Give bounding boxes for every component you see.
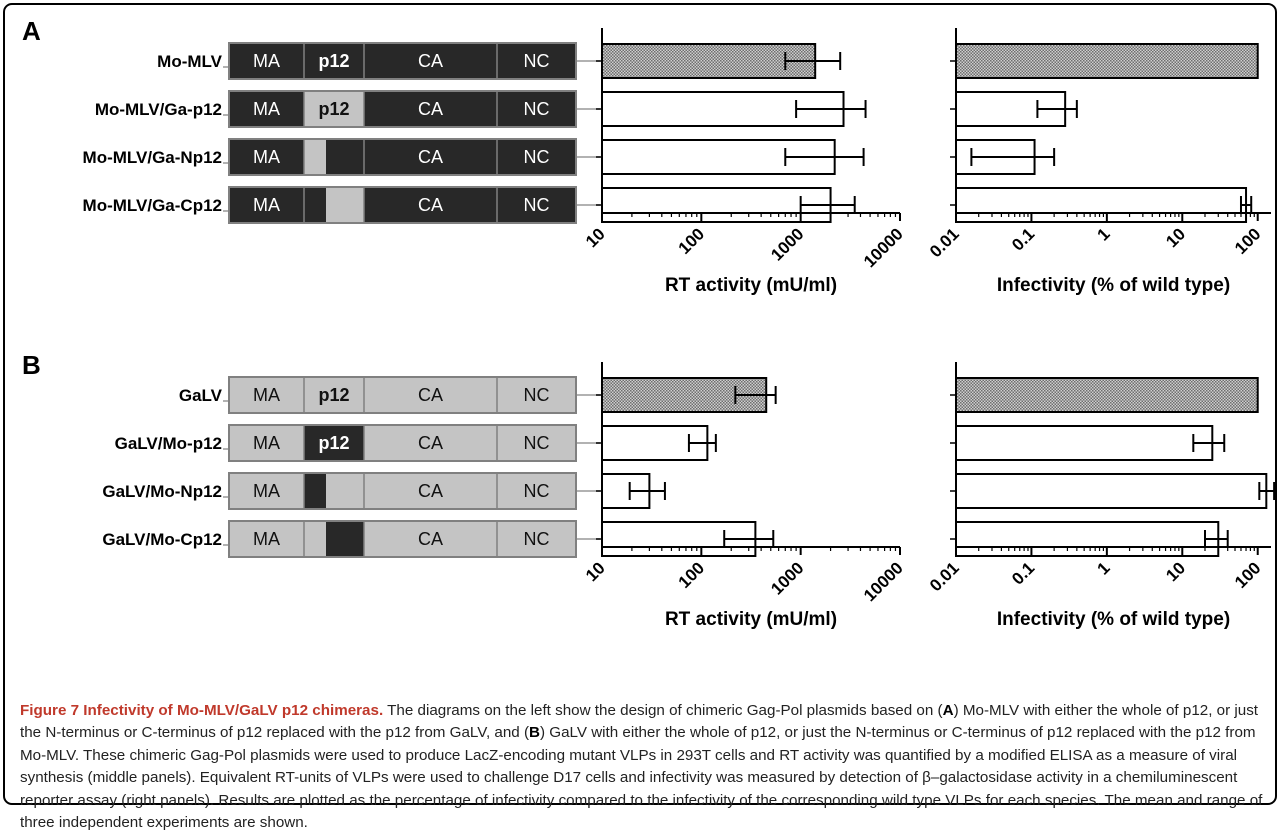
rt-tick-label: 10 — [582, 224, 609, 251]
rt-axis-title-A: RT activity (mU/ml) — [665, 275, 837, 296]
segment-p12: p12 — [318, 433, 349, 453]
segment-ma: MA — [253, 147, 280, 167]
construct-body — [228, 186, 577, 224]
segment-ca: CA — [418, 99, 443, 119]
rt-bar-mo-mlv — [601, 43, 817, 79]
p12-region — [304, 140, 326, 174]
inf-bar-galv — [955, 377, 1259, 413]
segment-ma: MA — [253, 51, 280, 71]
segment-nc: NC — [524, 51, 550, 71]
construct-diagrams: A Mo-MLV MA CA NC p12 Mo-MLV/Ga-p12 MA CA NC p12 Mo… — [22, 16, 600, 558]
caption-text-2: ) Mo-MLV with either the whole of p12, o… — [20, 702, 1259, 742]
segment-nc: NC — [524, 433, 550, 453]
caption-ref-a: A — [942, 702, 954, 719]
rt-tick-label: 10 — [582, 558, 609, 585]
segment-p12: p12 — [318, 51, 349, 71]
inf-axis-title-A: Infectivity (% of wild type) — [997, 275, 1230, 296]
segment-ma: MA — [253, 195, 280, 215]
segment-ma: MA — [253, 99, 280, 119]
rt-tick-label: 10000 — [860, 558, 907, 605]
inf-tick-label: 100 — [1231, 224, 1264, 257]
inf-axis-title-B: Infectivity (% of wild type) — [997, 609, 1230, 630]
segment-nc: NC — [524, 147, 550, 167]
segment-nc: NC — [524, 195, 550, 215]
inf-tick-label: 0.1 — [1008, 224, 1038, 254]
rt-tick-label: 100 — [675, 224, 708, 257]
inf-bar-galv-mo-p12 — [955, 425, 1214, 461]
segment-ma: MA — [253, 385, 280, 405]
segment-nc: NC — [524, 481, 550, 501]
construct-body — [228, 42, 577, 80]
p12-region — [304, 426, 364, 460]
rt-tick-label: 10000 — [860, 224, 907, 271]
segment-nc: NC — [524, 385, 550, 405]
construct-label-mo-mlv: Mo-MLV — [157, 52, 222, 71]
caption-text-3: ) GaLV with either the whole of p12, or … — [20, 724, 1263, 832]
rt-tick-label: 100 — [675, 558, 708, 591]
inf-tick-label: 1 — [1094, 224, 1114, 244]
panel-label-B: B — [22, 350, 41, 380]
construct-body — [228, 424, 577, 462]
segment-nc: NC — [524, 99, 550, 119]
inf-tick-label: 1 — [1094, 558, 1114, 578]
inf-tick-label: 100 — [1231, 558, 1264, 591]
construct-label-galv: GaLV — [179, 386, 223, 405]
construct-label-mo-mlv-ga-p12: Mo-MLV/Ga-p12 — [95, 100, 222, 119]
inf-tick-label: 10 — [1162, 558, 1189, 585]
segment-ca: CA — [418, 481, 443, 501]
inf-tick-label: 10 — [1162, 224, 1189, 251]
inf-tick-label: 0.1 — [1008, 558, 1038, 588]
construct-label-mo-mlv-ga-cp12: Mo-MLV/Ga-Cp12 — [83, 196, 222, 215]
rt-tick-label: 1000 — [767, 224, 807, 264]
segment-ca: CA — [418, 385, 443, 405]
p12-region — [304, 474, 326, 508]
inf-bar-galv-mo-np12 — [955, 473, 1268, 509]
segment-ca: CA — [418, 51, 443, 71]
construct-body — [228, 520, 577, 558]
caption-title: Figure 7 Infectivity of Mo-MLV/GaLV p12 … — [20, 702, 384, 719]
construct-body — [228, 472, 577, 510]
segment-p12: p12 — [318, 99, 349, 119]
rt-bar-mo-mlv-ga-cp12 — [601, 187, 832, 223]
segment-ca: CA — [418, 147, 443, 167]
segment-ma: MA — [253, 481, 280, 501]
segment-ma: MA — [253, 529, 280, 549]
construct-label-galv-mo-p12: GaLV/Mo-p12 — [115, 434, 222, 453]
p12-region — [326, 522, 364, 556]
construct-body — [228, 90, 577, 128]
figure-frame — [3, 3, 1277, 805]
rt-tick-label: 1000 — [767, 558, 807, 598]
construct-body — [228, 376, 577, 414]
figure-graphic: A Mo-MLV MA CA NC p12 Mo-MLV/Ga-p12 MA CA NC p12 Mo… — [22, 16, 1276, 630]
construct-label-galv-mo-cp12: GaLV/Mo-Cp12 — [102, 530, 222, 549]
segment-ma: MA — [253, 433, 280, 453]
caption-ref-b: B — [529, 724, 540, 742]
p12-region — [326, 188, 364, 222]
p12-region — [304, 92, 364, 126]
inf-bar-mo-mlv-ga-cp12 — [955, 187, 1248, 223]
panel-label-A: A — [22, 16, 41, 46]
segment-p12: p12 — [318, 385, 349, 405]
figure-caption: Figure 7 Infectivity of Mo-MLV/GaLV p12 … — [20, 700, 1265, 834]
rt-axis-title-B: RT activity (mU/ml) — [665, 609, 837, 630]
segment-ca: CA — [418, 529, 443, 549]
inf-tick-label: 0.01 — [926, 558, 963, 595]
inf-bar-mo-mlv — [955, 43, 1259, 79]
inf-tick-label: 0.01 — [926, 224, 963, 261]
segment-ca: CA — [418, 195, 443, 215]
segment-nc: NC — [524, 529, 550, 549]
segment-ca: CA — [418, 433, 443, 453]
caption-text-1: The diagrams on the left show the design… — [383, 702, 943, 719]
construct-label-mo-mlv-ga-np12: Mo-MLV/Ga-Np12 — [83, 148, 222, 167]
bar-charts: 10 100 1000 10000 RT activity (mU/ml) 0.01 0.1… — [582, 28, 1276, 630]
construct-label-galv-mo-np12: GaLV/Mo-Np12 — [102, 482, 222, 501]
construct-body — [228, 138, 577, 176]
